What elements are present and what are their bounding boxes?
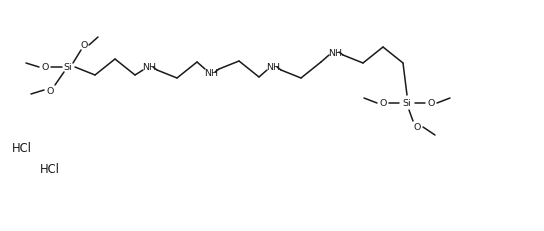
Text: O: O bbox=[428, 99, 435, 108]
Text: O: O bbox=[46, 86, 54, 95]
Text: O: O bbox=[41, 63, 48, 72]
Text: HCl: HCl bbox=[12, 141, 32, 154]
Text: O: O bbox=[379, 99, 387, 108]
Text: NH: NH bbox=[266, 63, 280, 72]
Text: Si: Si bbox=[64, 63, 72, 72]
Text: NH: NH bbox=[204, 68, 218, 77]
Text: NH: NH bbox=[142, 63, 156, 72]
Text: HCl: HCl bbox=[40, 163, 60, 176]
Text: NH: NH bbox=[328, 48, 342, 57]
Text: O: O bbox=[413, 123, 421, 132]
Text: Si: Si bbox=[403, 99, 411, 108]
Text: O: O bbox=[81, 41, 88, 50]
